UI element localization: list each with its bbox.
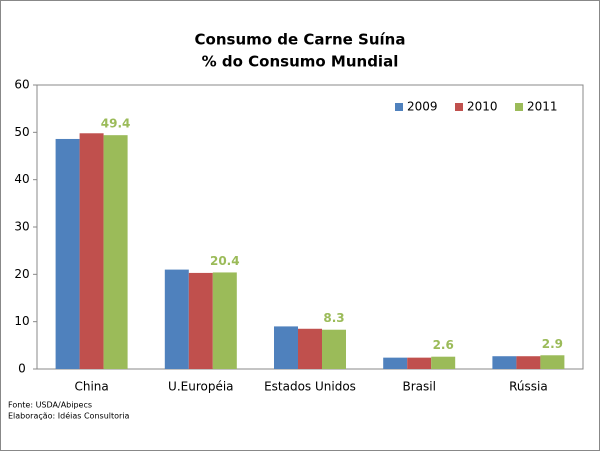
y-tick-label: 0 xyxy=(18,362,26,376)
bar xyxy=(407,357,432,369)
y-tick-label: 10 xyxy=(14,314,29,328)
x-tick-label: Brasil xyxy=(402,380,435,394)
bar xyxy=(431,356,456,369)
data-label: 2.9 xyxy=(542,337,563,351)
bar xyxy=(188,272,213,369)
chart-title: Consumo de Carne Suína xyxy=(195,31,406,49)
bar xyxy=(540,355,565,369)
y-tick-label: 20 xyxy=(14,267,29,281)
data-label: 49.4 xyxy=(101,117,131,131)
x-tick-label: U.Européia xyxy=(168,380,233,394)
data-label: 20.4 xyxy=(210,254,240,268)
y-tick-label: 60 xyxy=(14,78,29,92)
bar xyxy=(492,356,517,369)
bar xyxy=(55,138,80,369)
bar xyxy=(79,133,104,369)
x-tick-label: Rússia xyxy=(509,380,548,394)
y-tick-label: 30 xyxy=(14,220,29,234)
bar xyxy=(274,326,298,369)
data-label: 8.3 xyxy=(323,311,344,325)
data-label: 2.6 xyxy=(433,338,454,352)
x-tick-label: Estados Unidos xyxy=(264,380,356,394)
legend-label: 2010 xyxy=(467,100,498,114)
bar xyxy=(164,269,189,369)
legend-label: 2009 xyxy=(407,100,438,114)
bar xyxy=(212,272,237,369)
chart-subtitle: % do Consumo Mundial xyxy=(202,53,399,71)
legend-label: 2011 xyxy=(527,100,558,114)
source-note: Elaboração: Idéias Consultoria xyxy=(8,411,130,421)
y-tick-label: 40 xyxy=(14,172,29,186)
legend-swatch xyxy=(455,103,463,111)
bar xyxy=(103,135,128,369)
y-tick-label: 50 xyxy=(14,125,29,139)
bar xyxy=(322,329,346,369)
bar xyxy=(298,328,322,369)
source-note: Fonte: USDA/Abipecs xyxy=(8,401,92,410)
x-tick-label: China xyxy=(74,380,108,394)
legend-swatch xyxy=(395,103,403,111)
bar xyxy=(383,357,408,369)
bar xyxy=(516,356,541,369)
legend-swatch xyxy=(515,103,523,111)
